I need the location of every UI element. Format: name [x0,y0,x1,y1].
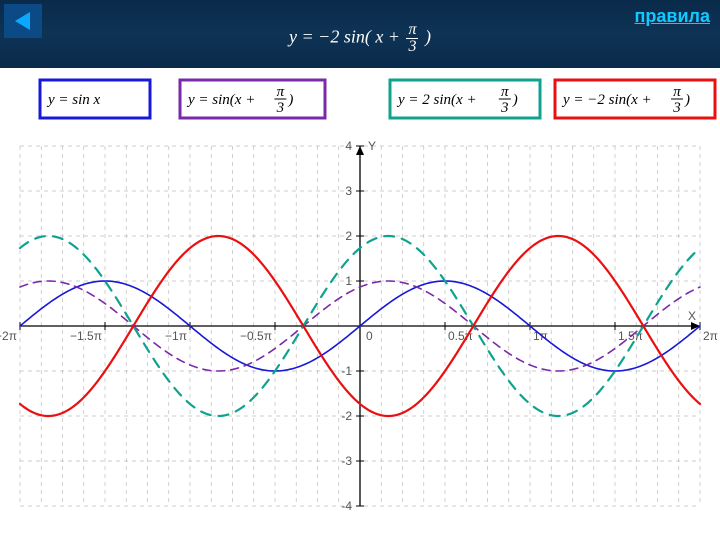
svg-text:−0.5π: −0.5π [240,329,272,343]
svg-text:3: 3 [500,100,509,116]
svg-text:Y: Y [368,139,376,153]
svg-text:0: 0 [366,329,373,343]
svg-text:y = sin(x +: y = sin(x + [186,92,255,108]
chart-area: YX−2π−1.5π−1π−0.5π00.5π1π1.5π2π-4-3-2-11… [0,68,720,540]
svg-text:−1π: −1π [165,329,187,343]
title-frac-num: π [406,22,418,39]
svg-text:): ) [684,92,690,108]
legend-label: y = sin x [46,92,101,108]
svg-text:): ) [512,92,518,108]
svg-text:−2π: −2π [0,329,17,343]
top-bar: правила y = −2 sin( x + π 3 ) [0,0,720,68]
title-formula: y = −2 sin( x + π 3 ) [0,22,720,55]
svg-text:X: X [688,309,696,323]
svg-text:-4: -4 [341,499,352,513]
svg-text:π: π [277,84,285,100]
svg-text:−1.5π: −1.5π [70,329,102,343]
svg-text:1: 1 [345,274,352,288]
svg-text:y = 2 sin(x +: y = 2 sin(x + [396,92,477,108]
title-prefix: y = −2 sin( x + [289,27,404,47]
title-frac-den: 3 [406,39,418,55]
svg-text:π: π [673,84,681,100]
chart-svg: YX−2π−1.5π−1π−0.5π00.5π1π1.5π2π-4-3-2-11… [0,68,720,540]
svg-text:4: 4 [345,139,352,153]
svg-text:π: π [501,84,509,100]
svg-text:3: 3 [672,100,681,116]
svg-text:2: 2 [345,229,352,243]
svg-text:2π: 2π [703,329,718,343]
title-suffix: ) [425,27,431,47]
svg-text:3: 3 [276,100,285,116]
svg-text:-1: -1 [341,364,352,378]
svg-text:3: 3 [345,184,352,198]
svg-text:y = −2 sin(x +: y = −2 sin(x + [561,92,652,108]
svg-text:-2: -2 [341,409,352,423]
svg-text:): ) [287,92,293,108]
svg-text:-3: -3 [341,454,352,468]
title-fraction: π 3 [406,22,418,55]
